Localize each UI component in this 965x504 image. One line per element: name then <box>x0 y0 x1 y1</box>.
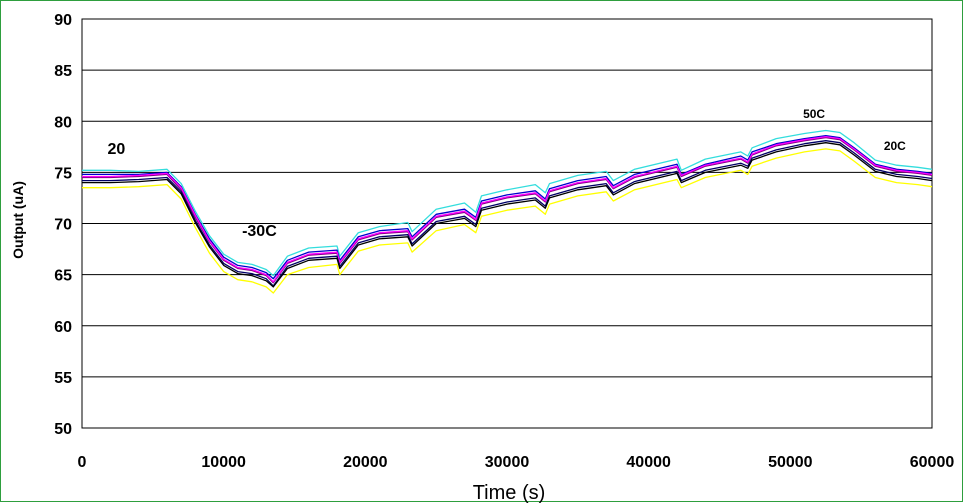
series-line-4 <box>82 135 933 283</box>
annotation-label: 20 <box>108 141 126 158</box>
y-tick-label: 70 <box>54 217 72 234</box>
y-tick-label: 50 <box>54 421 72 438</box>
series-line-6 <box>82 142 933 288</box>
x-axis-title: Time (s) <box>473 482 546 504</box>
x-tick-label: 0 <box>78 454 87 471</box>
y-tick-label: 75 <box>54 165 72 182</box>
y-tick-label: 55 <box>54 370 72 387</box>
x-tick-label: 40000 <box>626 454 671 471</box>
x-tick-labels: 0 10000 20000 30000 40000 50000 60000 <box>78 454 955 471</box>
annotation-label: 50C <box>803 107 825 121</box>
x-tick-label: 30000 <box>485 454 530 471</box>
y-axis-title: Output (uA) <box>10 181 26 259</box>
y-tick-label: 60 <box>54 319 72 336</box>
annotation-label: -30C <box>242 223 277 240</box>
x-tick-label: 20000 <box>343 454 388 471</box>
y-tick-labels: 50 55 60 65 70 75 80 85 90 <box>54 12 72 438</box>
y-tick-label: 85 <box>54 63 72 80</box>
gridlines <box>82 18 932 429</box>
y-tick-label: 90 <box>54 12 72 29</box>
x-tick-label: 10000 <box>201 454 246 471</box>
x-tick-label: 60000 <box>910 454 955 471</box>
plot-area <box>81 18 933 429</box>
series-line-7 <box>82 148 933 294</box>
series-layer <box>82 129 933 294</box>
series-line-2 <box>82 134 933 280</box>
series-line-5 <box>82 140 933 287</box>
y-tick-label: 65 <box>54 268 72 285</box>
x-tick-label: 50000 <box>768 454 813 471</box>
series-line-1 <box>82 129 933 277</box>
y-tick-label: 80 <box>54 114 72 131</box>
annotation-label: 20C <box>884 139 906 153</box>
annotations: 20 -30C 50C 20C <box>108 107 907 240</box>
